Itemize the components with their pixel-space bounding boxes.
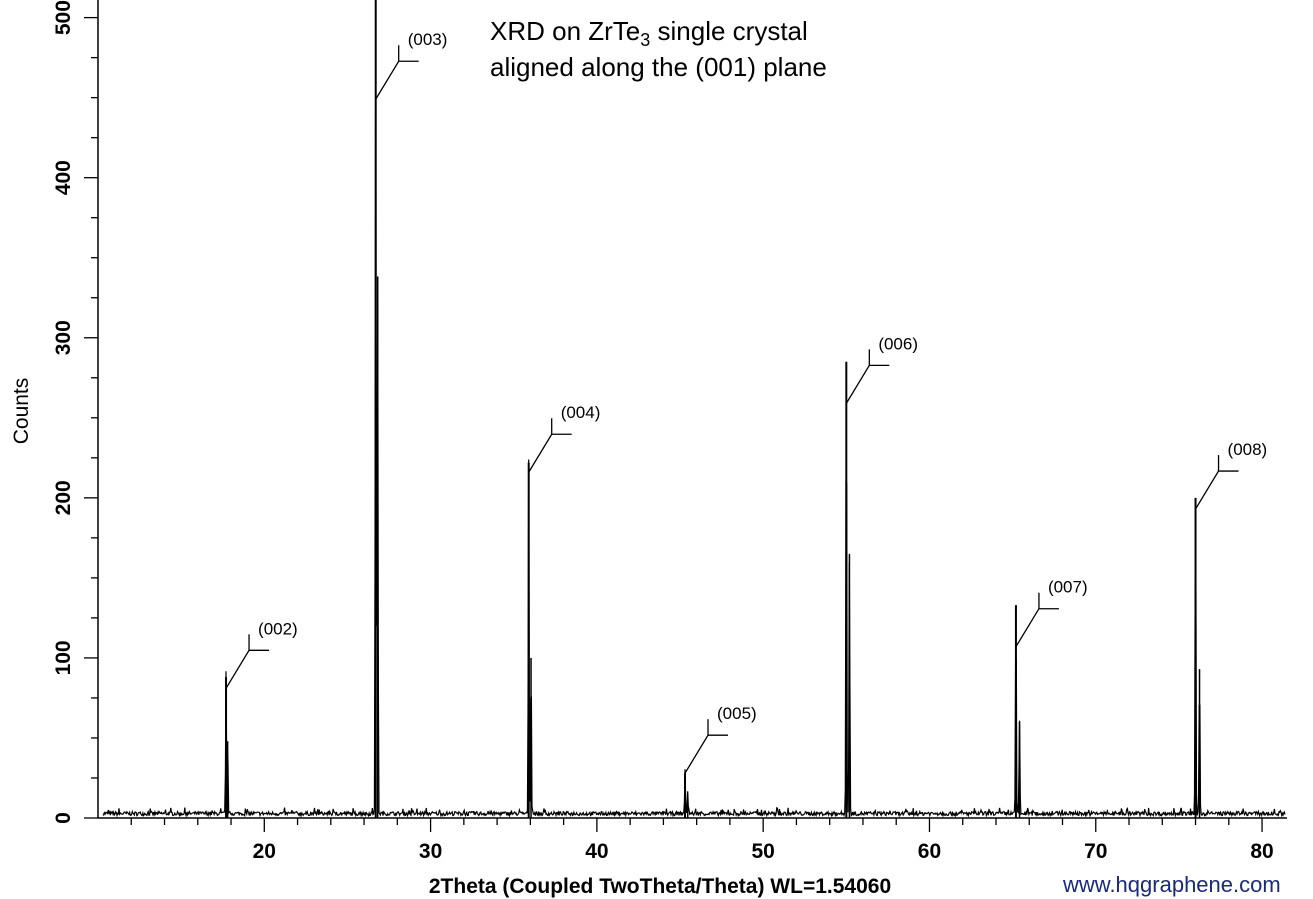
y-tick-label: 0 bbox=[52, 812, 75, 824]
y-tick-label: 300 bbox=[52, 320, 75, 355]
diffraction-pattern bbox=[102, 0, 1286, 818]
annotation-leader bbox=[528, 433, 572, 473]
x-tick-label: 20 bbox=[253, 840, 276, 863]
peak-label: (007) bbox=[1048, 578, 1088, 597]
x-tick-label: 60 bbox=[918, 840, 941, 863]
chart-title-line1: XRD on ZrTe3 single crystal bbox=[490, 16, 808, 50]
peak-label: (004) bbox=[561, 403, 601, 422]
peak-annotations: (002) (003) (004) (005) (006) (007) (008) bbox=[225, 30, 1268, 774]
xrd-trace bbox=[102, 0, 1286, 818]
peak-label: (005) bbox=[717, 704, 757, 723]
x-tick-label: 30 bbox=[419, 840, 442, 863]
watermark: www.hqgraphene.com bbox=[1062, 872, 1281, 897]
peak-label: (006) bbox=[878, 334, 918, 353]
peak-label: (003) bbox=[408, 30, 448, 49]
y-tick-label: 100 bbox=[52, 640, 75, 675]
x-tick-label: 70 bbox=[1084, 840, 1107, 863]
annotation-leader bbox=[1015, 608, 1059, 648]
annotation-leader bbox=[684, 734, 729, 774]
x-tick-label: 80 bbox=[1250, 840, 1273, 863]
annotation-leader bbox=[845, 364, 890, 404]
axes: 20 30 40 50 60 70 80 0 100 200 300 400 500 bbox=[52, 0, 1287, 863]
y-tick-label: 400 bbox=[52, 160, 75, 195]
x-tick-label: 50 bbox=[751, 840, 774, 863]
annotation-leader bbox=[225, 649, 270, 689]
annotation-leader bbox=[1194, 470, 1239, 510]
peak-label: (008) bbox=[1228, 440, 1268, 459]
annotation-leader bbox=[375, 60, 419, 100]
x-axis-label: 2Theta (Coupled TwoTheta/Theta) WL=1.540… bbox=[429, 875, 891, 898]
y-axis-label: Counts bbox=[10, 378, 33, 445]
x-tick-label: 40 bbox=[585, 840, 608, 863]
chart-title-line2: aligned along the (001) plane bbox=[490, 52, 827, 82]
y-tick-label: 200 bbox=[52, 480, 75, 515]
y-tick-label: 500 bbox=[52, 0, 75, 35]
peak-label: (002) bbox=[258, 619, 298, 638]
